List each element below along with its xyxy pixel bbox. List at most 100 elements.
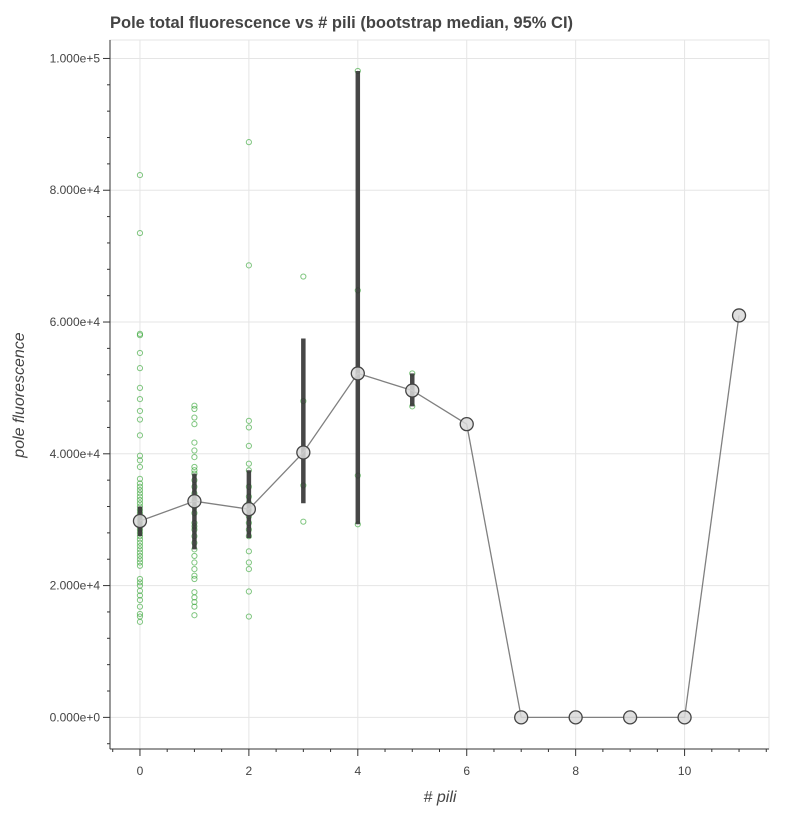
median-marker xyxy=(622,710,638,725)
raw-data-point xyxy=(245,262,252,269)
median-marker xyxy=(296,445,311,460)
raw-data-point xyxy=(245,417,252,424)
raw-data-point xyxy=(136,349,144,357)
raw-data-point xyxy=(191,559,198,566)
x-tick-label: 4 xyxy=(354,764,361,778)
x-tick-label: 2 xyxy=(246,764,253,778)
y-tick-label: 4.000e+4 xyxy=(50,447,101,461)
x-tick-label: 6 xyxy=(463,764,470,778)
median-marker xyxy=(350,366,365,381)
raw-data-point xyxy=(136,559,144,566)
raw-data-point xyxy=(136,229,144,237)
raw-data-point xyxy=(245,613,252,620)
raw-data-point xyxy=(136,396,144,403)
raw-data-point xyxy=(191,467,198,474)
raw-data-point xyxy=(136,618,144,625)
median-marker xyxy=(132,513,148,529)
raw-data-point xyxy=(191,447,198,454)
median-marker xyxy=(241,502,257,517)
raw-data-point xyxy=(191,421,198,428)
x-tick-label: 8 xyxy=(572,764,579,778)
median-marker xyxy=(514,710,529,725)
raw-data-point xyxy=(136,500,144,507)
raw-data-point xyxy=(136,384,144,392)
raw-data-point xyxy=(136,416,144,423)
raw-data-point xyxy=(136,549,144,556)
x-tick-label: 0 xyxy=(137,764,144,778)
raw-data-point xyxy=(136,475,144,482)
y-axis-label: pole fluorescence xyxy=(11,332,28,459)
raw-data-point xyxy=(245,460,252,467)
raw-data-point xyxy=(136,483,144,490)
y-tick-label: 8.000e+4 xyxy=(50,183,101,197)
median-marker xyxy=(731,308,747,323)
raw-data-point xyxy=(136,592,144,599)
raw-data-point xyxy=(191,572,198,579)
raw-data-point xyxy=(191,405,198,413)
raw-data-point xyxy=(191,575,198,583)
raw-data-point xyxy=(245,424,252,431)
raw-data-point xyxy=(136,365,144,372)
median-marker xyxy=(405,383,420,398)
raw-data-point xyxy=(191,552,198,560)
y-tick-label: 0.000e+0 xyxy=(50,710,101,724)
raw-data-point xyxy=(245,139,252,146)
chart-title: Pole total fluorescence vs # pili (boots… xyxy=(110,14,573,32)
raw-data-point xyxy=(136,542,144,550)
raw-data-point xyxy=(136,463,144,471)
raw-data-point xyxy=(191,414,198,421)
raw-data-point xyxy=(300,273,307,280)
raw-data-point xyxy=(136,579,144,586)
plot-area xyxy=(109,39,770,750)
raw-data-point xyxy=(136,493,144,500)
y-tick-label: 2.000e+4 xyxy=(50,579,101,593)
raw-data-point xyxy=(191,612,198,619)
x-axis-label: # pili xyxy=(424,789,457,806)
plot-frame xyxy=(109,39,770,750)
raw-data-point xyxy=(245,548,252,555)
raw-data-point xyxy=(136,407,144,415)
raw-data-point xyxy=(136,490,144,497)
raw-data-point xyxy=(191,439,198,446)
raw-data-point xyxy=(136,452,144,459)
raw-data-point xyxy=(136,539,144,546)
raw-data-point xyxy=(136,432,144,439)
raw-data-point xyxy=(191,603,198,610)
raw-data-point xyxy=(136,556,144,563)
raw-data-point xyxy=(245,559,252,566)
raw-data-point xyxy=(245,566,252,573)
raw-data-point xyxy=(136,480,144,487)
median-marker xyxy=(677,710,692,725)
raw-data-point xyxy=(191,566,198,573)
raw-data-point xyxy=(191,594,198,601)
raw-data-point xyxy=(136,610,144,618)
x-tick-label: 10 xyxy=(678,764,692,778)
median-layer xyxy=(132,308,747,725)
raw-data-point xyxy=(191,598,198,606)
raw-data-point xyxy=(136,332,144,339)
raw-data-point xyxy=(136,603,144,610)
raw-data-point xyxy=(136,536,144,543)
axis-layer: 0 2 4 6 8 10 0.000e+0 2.000e+4 4.000e+4 6.000e+4 8… xyxy=(50,40,769,778)
raw-data-point xyxy=(136,457,144,464)
raw-data-point xyxy=(191,463,198,471)
raw-data-point xyxy=(191,402,198,409)
raw-data-point xyxy=(300,518,307,525)
raw-data-point xyxy=(245,588,252,595)
median-marker xyxy=(568,710,583,725)
median-marker xyxy=(459,417,474,432)
raw-data-point xyxy=(136,562,144,569)
raw-data-point xyxy=(136,596,144,604)
raw-data-point xyxy=(136,552,144,560)
raw-data-point xyxy=(136,496,144,504)
raw-data-point xyxy=(136,171,144,179)
raw-data-point xyxy=(136,546,144,553)
median-marker xyxy=(187,494,202,509)
raw-data-point xyxy=(245,442,252,449)
raw-data-point xyxy=(136,575,144,583)
y-tick-label: 1.000e+5 xyxy=(50,51,101,65)
raw-data-point xyxy=(136,587,144,594)
median-line xyxy=(139,315,740,719)
